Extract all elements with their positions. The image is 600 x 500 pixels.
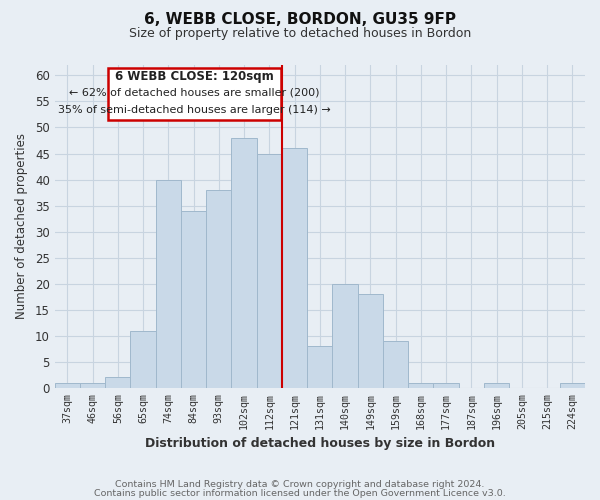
Text: 35% of semi-detached houses are larger (114) →: 35% of semi-detached houses are larger (… — [58, 105, 331, 115]
X-axis label: Distribution of detached houses by size in Bordon: Distribution of detached houses by size … — [145, 437, 495, 450]
Bar — [358, 294, 383, 388]
Bar — [307, 346, 332, 388]
Text: Contains HM Land Registry data © Crown copyright and database right 2024.: Contains HM Land Registry data © Crown c… — [115, 480, 485, 489]
Text: Size of property relative to detached houses in Bordon: Size of property relative to detached ho… — [129, 28, 471, 40]
Bar — [232, 138, 257, 388]
Text: Contains public sector information licensed under the Open Government Licence v3: Contains public sector information licen… — [94, 488, 506, 498]
Bar — [105, 378, 130, 388]
Text: ← 62% of detached houses are smaller (200): ← 62% of detached houses are smaller (20… — [69, 88, 319, 98]
Bar — [80, 382, 105, 388]
Bar — [55, 382, 80, 388]
Bar — [206, 190, 232, 388]
Text: 6, WEBB CLOSE, BORDON, GU35 9FP: 6, WEBB CLOSE, BORDON, GU35 9FP — [144, 12, 456, 28]
Bar — [383, 341, 408, 388]
Y-axis label: Number of detached properties: Number of detached properties — [15, 134, 28, 320]
Bar — [433, 382, 459, 388]
Bar — [257, 154, 282, 388]
Bar — [130, 330, 155, 388]
Bar — [408, 382, 433, 388]
Text: 6 WEBB CLOSE: 120sqm: 6 WEBB CLOSE: 120sqm — [115, 70, 274, 83]
Bar — [332, 284, 358, 388]
Bar — [560, 382, 585, 388]
Bar — [484, 382, 509, 388]
Bar — [181, 211, 206, 388]
FancyBboxPatch shape — [108, 68, 281, 120]
Bar — [282, 148, 307, 388]
Bar — [155, 180, 181, 388]
